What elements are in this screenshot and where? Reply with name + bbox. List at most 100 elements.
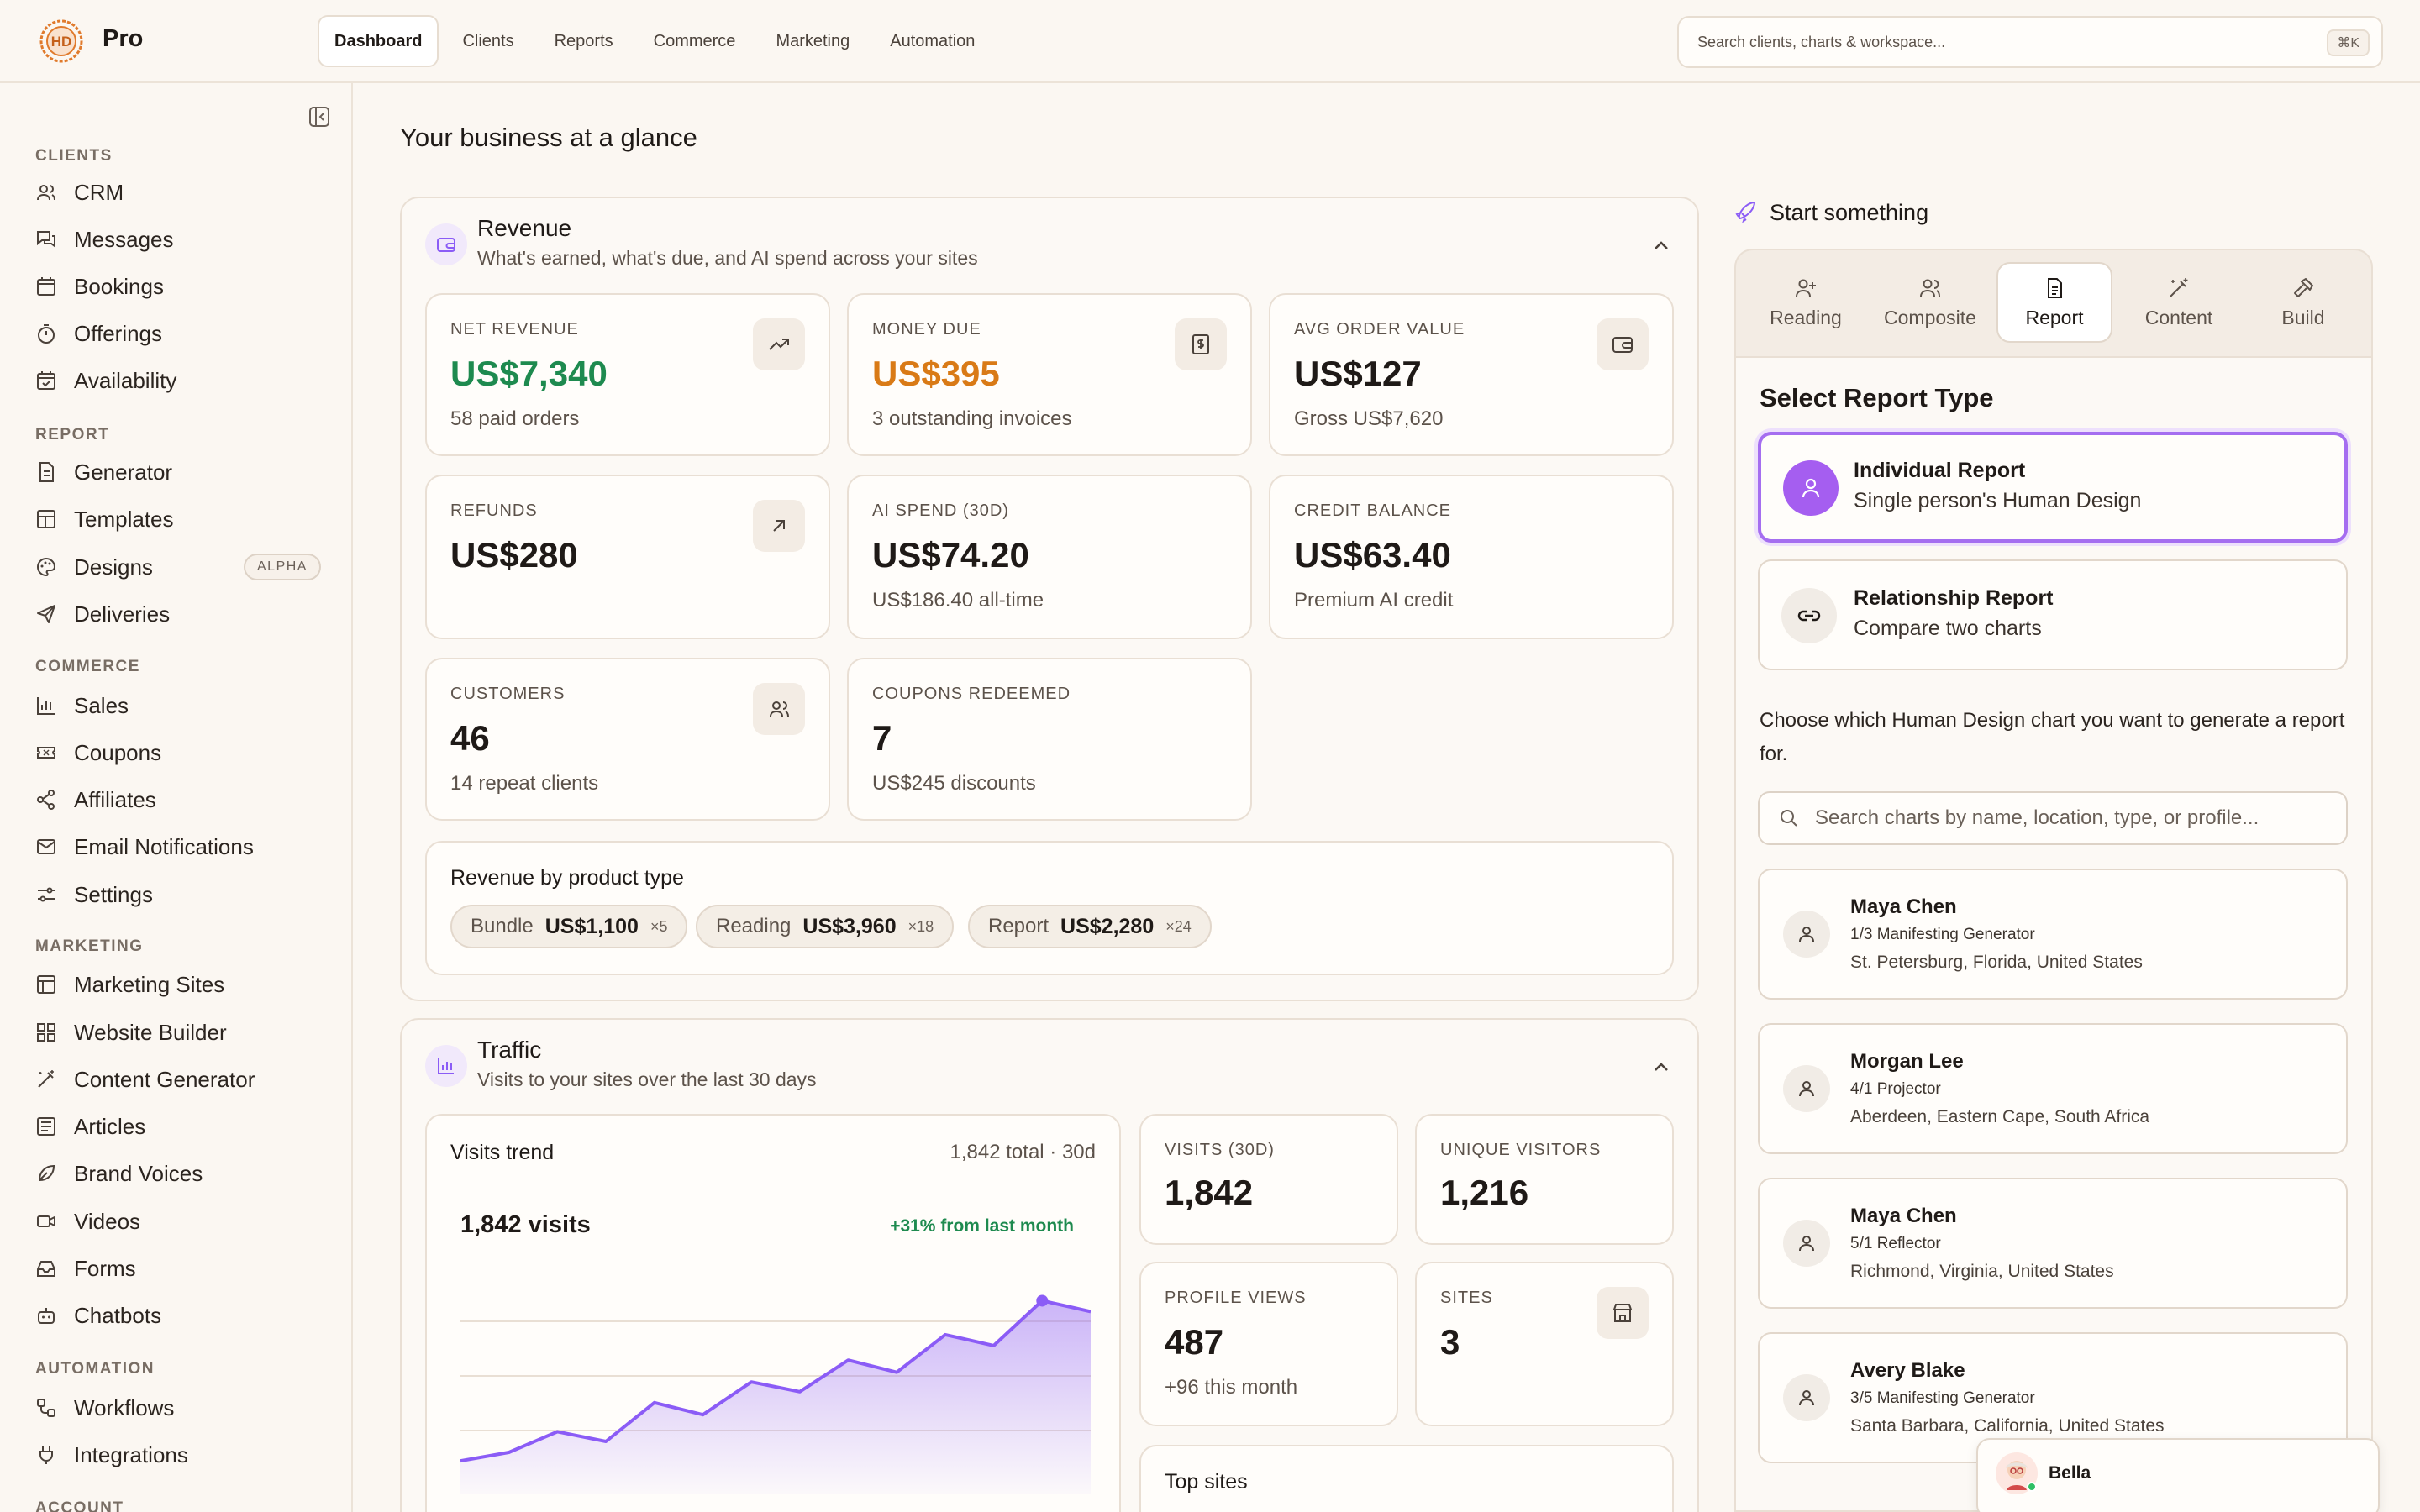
visits-trend-summary: 1,842 total · 30d [950,1141,1096,1163]
user-icon [1783,911,1830,958]
sidebar-item-integrations[interactable]: Integrations [35,1438,188,1472]
option-title: Relationship Report [1854,586,2054,610]
sidebar-item-designs[interactable]: Designs [35,550,153,584]
top-sites-title: Top sites [1165,1470,1248,1494]
sidebar-item-label: Videos [74,1208,141,1234]
sidebar-item-settings[interactable]: Settings [35,878,153,911]
tab-report[interactable]: Report [1996,262,2112,343]
sidebar-item-articles[interactable]: Articles [35,1110,145,1143]
visits-data-point[interactable] [1036,1294,1049,1307]
visits-area-chart [460,1294,1091,1494]
user-icon [1783,1374,1830,1421]
arrow-up-right-icon [753,500,805,552]
sidebar-item-sales[interactable]: Sales [35,689,129,722]
chart-list-item[interactable]: Morgan Lee 4/1 Projector Aberdeen, Easte… [1758,1023,2348,1154]
global-search-input[interactable]: Search clients, charts & workspace... ⌘K [1677,16,2383,68]
revenue-subtitle: What's earned, what's due, and AI spend … [477,247,978,269]
sidebar-item-forms[interactable]: Forms [35,1252,136,1285]
tab-dashboard[interactable]: Dashboard [318,15,439,67]
product-type-pill[interactable]: Report US$2,280 ×24 [968,905,1212,948]
sidebar-item-offerings[interactable]: Offerings [35,317,162,350]
sidebar-item-content-generator[interactable]: Content Generator [35,1063,255,1096]
revenue-by-type-title: Revenue by product type [450,866,684,890]
individual-report-option[interactable]: Individual Report Single person's Human … [1758,432,2348,543]
stat-value: 1,216 [1440,1173,1529,1212]
wallet-icon [1597,318,1649,370]
chart-search-placeholder: Search charts by name, location, type, o… [1815,806,2260,829]
stat-money-due: MONEY DUE US$395 3 outstanding invoices [847,293,1252,456]
sidebar-item-templates[interactable]: Templates [35,502,174,536]
visits-series-line [460,1299,1091,1463]
ticket-icon [37,747,55,759]
sidebar-item-label: Bookings [74,273,164,299]
messages-icon [37,231,55,248]
sidebar-item-label: Articles [74,1113,146,1139]
sidebar-item-messages[interactable]: Messages [35,223,174,256]
tab-composite[interactable]: Composite [1872,262,1988,343]
sidebar-item-bookings[interactable]: Bookings [35,270,164,303]
visits-headline: 1,842 visits [460,1211,591,1238]
workflow-icon [37,1399,55,1417]
section-title: Select Report Type [1760,383,1994,412]
tab-reports[interactable]: Reports [554,31,613,50]
sidebar-item-generator[interactable]: Generator [35,455,172,489]
sidebar-item-brand-voices[interactable]: Brand Voices [35,1157,203,1190]
option-title: Individual Report [1854,459,2026,482]
store-icon [1597,1287,1649,1339]
sidebar-item-affiliates[interactable]: Affiliates [35,783,156,816]
sidebar-item-marketing-sites[interactable]: Marketing Sites [35,968,224,1001]
stat-label: NET REVENUE [450,320,579,339]
logo-icon[interactable]: HD [39,18,84,64]
bar-chart-icon [37,697,55,715]
chevron-up-icon[interactable] [1650,1057,1672,1079]
sidebar-item-coupons[interactable]: Coupons [35,736,161,769]
chart-list-item[interactable]: Maya Chen 5/1 Reflector Richmond, Virgin… [1758,1178,2348,1309]
chart-list-item[interactable]: Avery Blake 3/5 Manifesting Generator Sa… [1758,1332,2348,1463]
stat-label: SITES [1440,1289,1493,1307]
invoice-icon [1175,318,1227,370]
plug-icon [39,1446,53,1464]
assistant-chat-widget[interactable]: Bella [1976,1438,2380,1512]
sidebar-item-workflows[interactable]: Workflows [35,1391,174,1425]
stat-label: VISITS (30D) [1165,1141,1275,1159]
stat-sub: Gross US$7,620 [1294,407,1444,430]
sliders-icon [38,887,55,902]
tab-build[interactable]: Build [2245,262,2361,343]
section-clients: CLIENTS [35,147,113,165]
tab-marketing[interactable]: Marketing [776,31,850,50]
chart-list-item[interactable]: Maya Chen 1/3 Manifesting Generator St. … [1758,869,2348,1000]
user-icon [1783,1220,1830,1267]
tab-reading[interactable]: Reading [1748,262,1864,343]
sidebar-item-website-builder[interactable]: Website Builder [35,1016,227,1049]
tab-commerce[interactable]: Commerce [653,31,736,50]
chevron-up-icon[interactable] [1650,235,1672,257]
sidebar-item-deliveries[interactable]: Deliveries [35,597,170,631]
sidebar-collapse-icon[interactable] [308,105,331,129]
tab-automation[interactable]: Automation [890,31,976,50]
person-name: Maya Chen [1850,895,1957,918]
sidebar-item-email-notifications[interactable]: Email Notifications [35,830,254,864]
pill-name: Reading [716,915,792,937]
product-type-pill[interactable]: Bundle US$1,100 ×5 [450,905,688,948]
chart-search-input[interactable]: Search charts by name, location, type, o… [1758,791,2348,845]
stat-label: MONEY DUE [872,320,981,339]
stat-label: AI SPEND (30D) [872,501,1009,520]
stat-refunds: REFUNDS US$280 [425,475,830,639]
stat-sub: US$186.40 all-time [872,589,1044,612]
sidebar-item-chatbots[interactable]: Chatbots [35,1299,161,1332]
user-icon [1783,460,1839,516]
stat-value: 46 [450,718,490,758]
sidebar-item-label: Affiliates [74,786,156,812]
search-shortcut: ⌘K [2327,29,2370,56]
relationship-report-option[interactable]: Relationship Report Compare two charts [1758,559,2348,670]
sidebar-item-crm[interactable]: CRM [35,176,124,209]
assistant-name: Bella [2049,1463,2091,1483]
tab-clients[interactable]: Clients [462,31,514,50]
inbox-icon [37,1261,55,1277]
tab-content[interactable]: Content [2121,262,2237,343]
users-icon [37,185,55,201]
product-type-pill[interactable]: Reading US$3,960 ×18 [696,905,955,948]
sidebar-item-availability[interactable]: Availability [35,364,176,397]
stat-value: 1,842 [1165,1173,1254,1212]
sidebar-item-videos[interactable]: Videos [35,1205,140,1238]
